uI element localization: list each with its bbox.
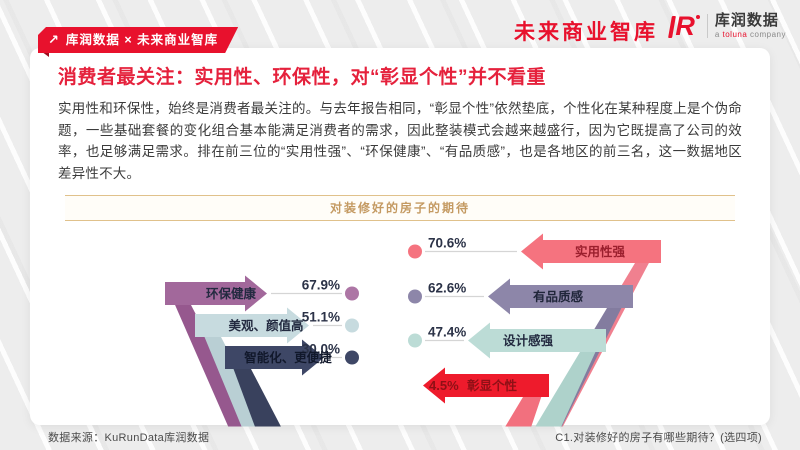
content-card: 消费者最关注：实用性、环保性，对“彰显个性”并不看重 实用性和环保性，始终是消费… [30, 48, 770, 427]
arrow-body [195, 307, 309, 344]
arrow-tail [535, 329, 606, 427]
chart-row-left: 30.0%智能化、更便捷 [225, 339, 359, 427]
top-left-brand-tab: ↗ 库润数据 × 未来商业智库 [38, 27, 238, 53]
value-dot [345, 286, 359, 301]
chart-title-band: 对装修好的房子的期待 [65, 195, 735, 221]
summary-paragraph: 实用性和环保性，始终是消费者最关注的。与去年报告相同，“彰显个性”依然垫底，个性… [58, 101, 742, 181]
category-label: 智能化、更便捷 [243, 350, 332, 365]
arrow-body [225, 339, 324, 376]
value-label: 62.6% [428, 281, 466, 296]
arrow-body [468, 322, 606, 359]
data-source: 数据来源：KuRunData库润数据 [48, 432, 210, 444]
category-label: 实用性强 [575, 244, 626, 259]
value-label: 70.6% [428, 236, 466, 251]
value-label: 67.9% [302, 278, 340, 293]
tab-label: 库润数据 × 未来商业智库 [65, 33, 219, 47]
value-dot [408, 333, 422, 348]
logo-tagline: a toluna company [714, 30, 786, 39]
value-dot [408, 244, 422, 259]
value-dot [408, 289, 422, 304]
category-label: 美观、颜值高 [228, 318, 303, 333]
company-logo: R 库润数据 a toluna company [668, 12, 786, 40]
slide-footer: 数据来源：KuRunData库润数据 C1.对装修好的房子有哪些期待？(选四项) [48, 429, 762, 445]
page-title: 消费者最关注：实用性、环保性，对“彰显个性”并不看重 [58, 67, 547, 88]
value-dot [345, 318, 359, 333]
expectation-chart-svg: 67.9% 环保健康 51.1%美观、颜值高 30.0%智能化、更便捷 70.6% 实用性… [165, 233, 661, 427]
value-label: 30.0% [302, 342, 340, 357]
arrow-body [521, 233, 661, 270]
value-label: 47.4% [428, 325, 466, 340]
question-note: C1.对装修好的房子有哪些期待？(选四项) [555, 432, 762, 444]
arrow-body [423, 367, 549, 404]
arrow-up-right-icon: ↗ [48, 32, 60, 47]
category-label: 彰显个性 [467, 378, 518, 393]
kurundata-logo-icon: R [668, 12, 700, 40]
value-label: 4.5% [429, 378, 459, 393]
chart-row-right: 4.5% 彰显个性 [423, 367, 549, 427]
logo-name: 库润数据 [714, 12, 779, 29]
chart-row-right: 47.4% 设计感强 [408, 322, 606, 427]
category-label: 设计感强 [503, 333, 554, 348]
expectation-chart: 67.9% 环保健康 51.1% 美观、颜值高 30.0% 智能化、更便捷 70.6% 实用性… [60, 223, 740, 429]
category-label: 有品质感 [533, 289, 584, 304]
value-dot [345, 350, 359, 365]
value-label: 51.1% [302, 310, 340, 325]
arrow-body [165, 275, 267, 312]
brand-title: 未来商业智库 [514, 21, 658, 44]
tab-fold-decoration [38, 49, 49, 57]
arrow-body [488, 278, 633, 315]
category-label: 环保健康 [206, 286, 257, 301]
logo-divider [706, 14, 708, 38]
